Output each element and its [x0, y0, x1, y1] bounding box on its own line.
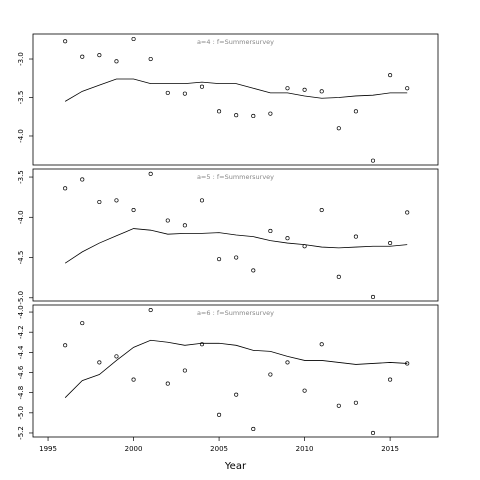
y-tick-label: -4.0	[17, 129, 25, 143]
point	[80, 321, 85, 326]
point	[114, 198, 119, 203]
x-axis-label: Year	[224, 461, 247, 472]
y-tick-label: -3.5	[17, 170, 25, 184]
y-tick-label: -5.2	[17, 426, 25, 440]
point	[182, 368, 187, 373]
y-tick-label: -4.4	[17, 345, 25, 359]
y-tick-label: -4.2	[17, 325, 25, 339]
point	[165, 218, 170, 223]
point	[131, 377, 136, 382]
x-tick-label: 2005	[210, 445, 228, 453]
y-tick-label: -3.5	[17, 91, 25, 105]
point	[182, 223, 187, 228]
x-tick-label: 2000	[125, 445, 143, 453]
point	[148, 56, 153, 62]
point	[63, 39, 68, 44]
point	[63, 186, 68, 191]
point	[165, 90, 170, 95]
point	[336, 274, 341, 279]
x-tick-label: 2010	[296, 445, 314, 453]
point	[302, 244, 307, 249]
point	[199, 342, 205, 347]
point	[336, 403, 341, 408]
point	[268, 372, 273, 377]
point	[388, 240, 393, 246]
point	[217, 109, 222, 114]
point	[388, 377, 393, 382]
point	[319, 207, 324, 213]
point	[234, 113, 239, 118]
point	[285, 360, 290, 365]
y-tick-label: -4.5	[17, 251, 25, 265]
point	[199, 84, 205, 89]
point	[114, 59, 119, 64]
point	[405, 361, 410, 366]
point	[370, 294, 376, 300]
trend-line	[64, 339, 408, 398]
x-tick-label: 2015	[381, 445, 399, 453]
point	[97, 199, 102, 205]
point	[319, 89, 324, 94]
point	[234, 255, 239, 260]
point	[353, 109, 358, 114]
point	[234, 392, 239, 397]
point	[388, 73, 393, 78]
y-tick-label: -4.0	[17, 305, 25, 319]
point	[251, 268, 256, 273]
point	[182, 91, 187, 96]
point	[199, 198, 205, 203]
point	[251, 426, 256, 431]
point	[405, 210, 410, 215]
point	[80, 177, 85, 182]
point	[353, 234, 358, 239]
point	[97, 53, 102, 58]
point	[336, 126, 341, 131]
point	[302, 87, 307, 92]
panel-title: a=6 : f=Summersurvey	[197, 309, 274, 317]
point	[97, 360, 102, 365]
panel-frame	[32, 33, 439, 166]
panel-frame	[32, 304, 439, 438]
panel-title: a=4 : f=Summersurvey	[197, 38, 274, 46]
panel-frame	[32, 168, 439, 302]
point	[165, 381, 170, 386]
point	[268, 111, 273, 116]
point	[217, 257, 222, 262]
point	[148, 307, 153, 313]
panel-title: a=5 : f=Summersurvey	[197, 173, 274, 181]
point	[405, 86, 410, 91]
y-tick-label: -4.8	[17, 386, 25, 400]
y-tick-label: -5.0	[17, 406, 25, 420]
point	[370, 430, 376, 436]
point	[285, 236, 290, 241]
point	[131, 36, 136, 42]
point	[80, 54, 85, 59]
point	[370, 158, 376, 163]
trend-line	[64, 228, 408, 264]
y-tick-label: -4.0	[17, 210, 25, 224]
point	[353, 400, 358, 405]
point	[63, 343, 68, 348]
trend-line	[64, 78, 408, 102]
point	[114, 354, 119, 359]
point	[302, 388, 307, 393]
point	[251, 113, 256, 119]
point	[131, 207, 136, 213]
point	[319, 342, 324, 347]
point	[285, 86, 290, 91]
y-tick-label: -4.6	[17, 365, 25, 379]
x-tick-label: 1995	[39, 445, 57, 453]
point	[217, 412, 222, 417]
point	[268, 228, 273, 234]
y-tick-label: -3.0	[17, 52, 25, 66]
y-tick-label: -5.0	[17, 291, 25, 305]
point	[148, 171, 153, 176]
